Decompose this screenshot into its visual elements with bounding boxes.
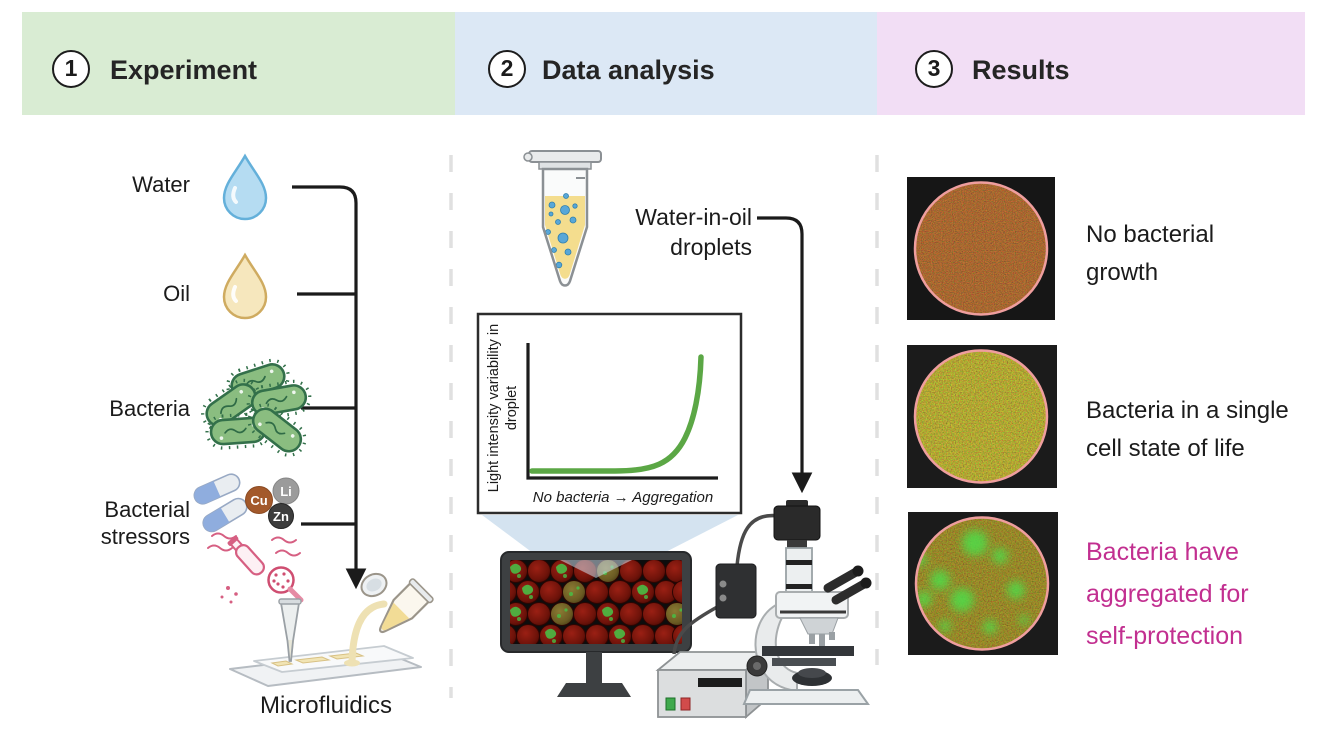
step-number-1: 1 — [52, 50, 90, 88]
result-image-2 — [907, 345, 1057, 488]
panel-title-results: Results — [972, 55, 1070, 85]
panel-title-experiment: Experiment — [110, 55, 258, 85]
microtube-pouring-icon — [344, 572, 434, 667]
oil-droplet-icon — [222, 252, 268, 320]
result-label-1: No bacterial growth — [1086, 221, 1215, 286]
bacteria-icon — [194, 354, 314, 464]
monitor-icon — [500, 551, 692, 697]
phage-icon — [207, 532, 304, 604]
result-label-3: Bacteria have aggregated for self-protec… — [1086, 538, 1249, 650]
microfluidics-label: Microfluidics — [259, 692, 393, 719]
band-experiment — [22, 12, 455, 115]
sample-tube-icon — [523, 150, 602, 287]
sample-to-microscope-arrow — [757, 216, 813, 494]
step-number-2: 2 — [488, 50, 526, 88]
sample-label: Water-in-oil droplets — [635, 204, 752, 260]
monitor-droplet-image — [510, 560, 682, 644]
input-label-stressors: Bacterial stressors — [100, 497, 190, 549]
badge-cu: Cu — [250, 493, 267, 508]
input-label-bacteria: Bacteria — [109, 396, 190, 421]
pills-icon — [190, 470, 251, 536]
input-label-oil: Oil — [163, 281, 190, 306]
microscope-icon — [655, 500, 872, 719]
plot-xlabel: No bacteria → Aggregation — [532, 489, 714, 506]
badge-zn: Zn — [273, 509, 289, 524]
badge-li: Li — [280, 484, 292, 499]
experiment-flow-arrows — [292, 185, 367, 590]
result-image-1 — [907, 177, 1055, 320]
plot-ylabel: Light intensity variability in droplet — [486, 323, 520, 493]
input-label-water: Water — [132, 172, 190, 197]
panel-title-data-analysis: Data analysis — [542, 55, 715, 85]
pipette-tip-icon — [278, 598, 302, 664]
intensity-plot — [476, 312, 743, 515]
camera-icon — [773, 505, 821, 541]
step-number-3: 3 — [915, 50, 953, 88]
metal-badges-icon: Li Cu Zn — [245, 477, 300, 529]
water-droplet-icon — [222, 153, 268, 221]
microfluidics-chip-icon — [229, 645, 422, 687]
camera-controller-icon — [715, 563, 757, 619]
result-label-2: Bacteria in a single cell state of life — [1086, 397, 1289, 462]
stage-icon — [762, 646, 854, 656]
eyepieces-icon — [823, 567, 861, 593]
plot-curve — [529, 354, 704, 474]
result-image-3 — [908, 512, 1058, 655]
